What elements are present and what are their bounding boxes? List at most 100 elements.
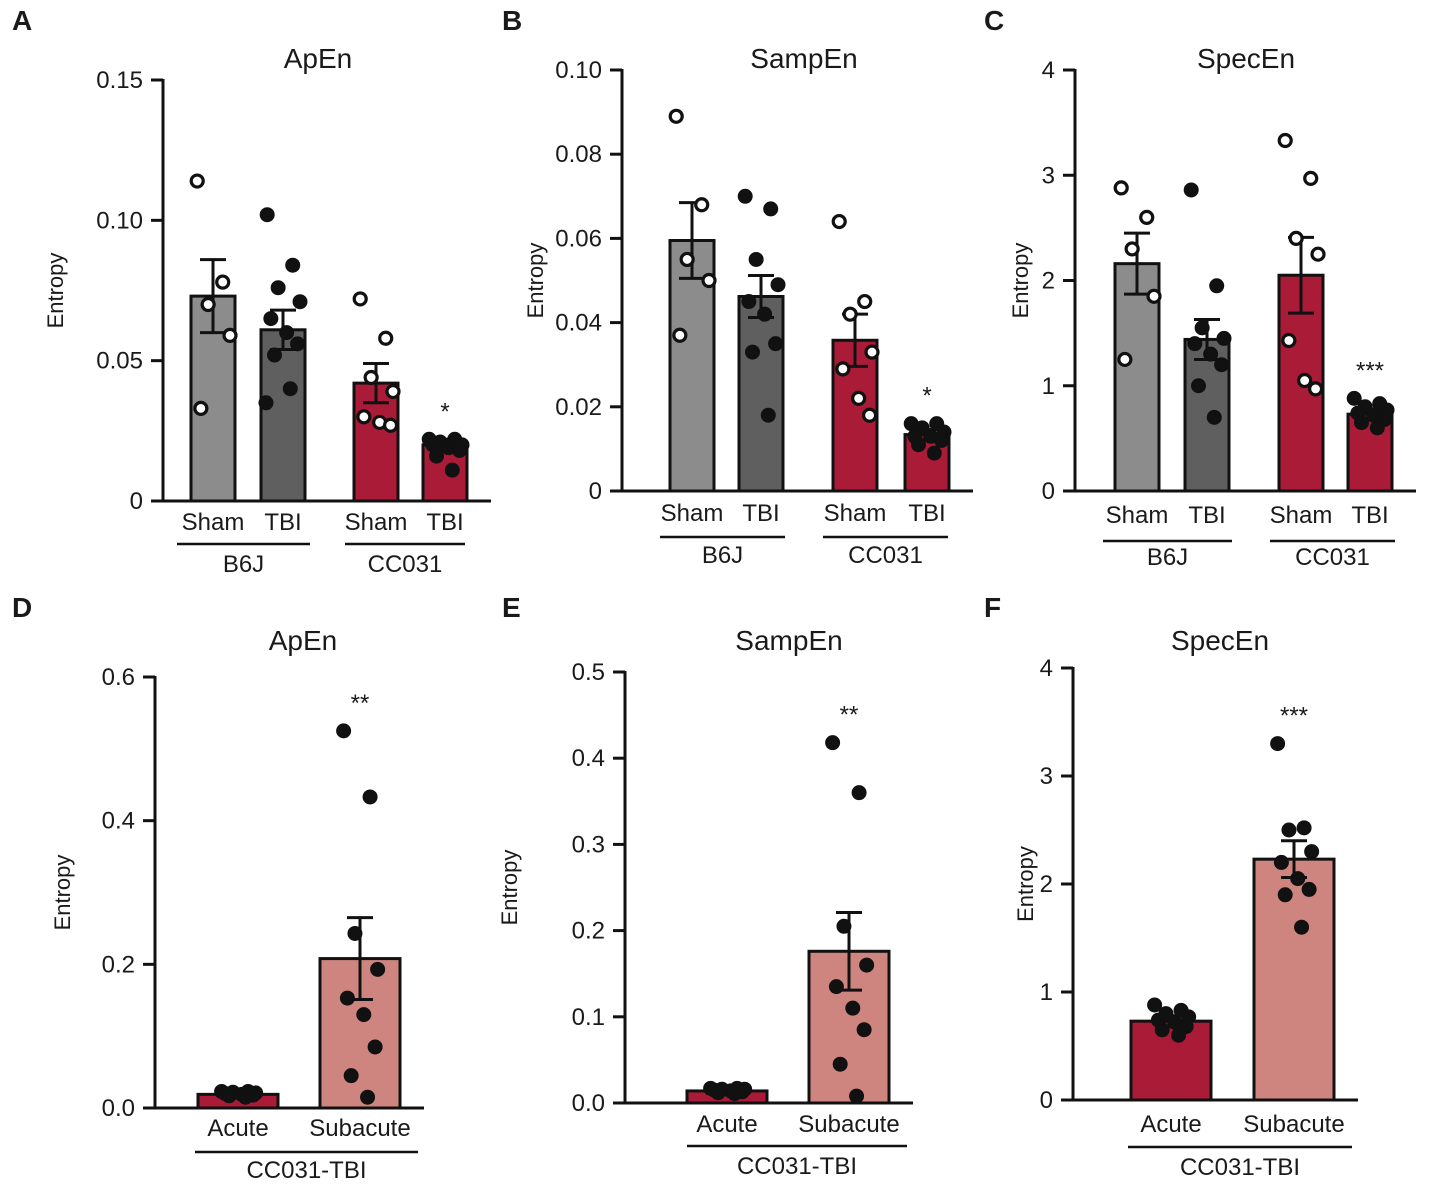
- data-point: [710, 1085, 726, 1101]
- x-tick-label: Acute: [696, 1111, 757, 1138]
- data-point: [189, 173, 205, 189]
- data-point: [1297, 372, 1313, 389]
- data-point: [744, 344, 760, 360]
- y-tick-label: 0.0: [102, 1095, 135, 1122]
- data-point: [370, 961, 386, 977]
- chart-title: SampEn: [735, 625, 842, 656]
- chart-panel-d: D ApEn Entropy 0.0 0.2 0.4 0.6 Acute Subacute CC0…: [12, 592, 424, 1184]
- data-point: [1113, 180, 1129, 196]
- data-point: [1203, 346, 1219, 362]
- y-tick-label: 0.06: [555, 225, 602, 252]
- data-point: [672, 327, 688, 343]
- data-point: [270, 280, 286, 296]
- data-point: [1304, 844, 1320, 860]
- data-point: [378, 330, 394, 346]
- y-tick-label: 1: [1040, 979, 1053, 1006]
- data-point: [356, 409, 372, 425]
- x-tick-label: TBI: [1188, 502, 1225, 529]
- group-label: CC031-TBI: [246, 1157, 366, 1184]
- data-point: [285, 257, 301, 273]
- data-point: [1369, 420, 1385, 436]
- significance-marker: *: [440, 398, 449, 425]
- data-point: [828, 979, 844, 995]
- data-point: [1353, 415, 1369, 431]
- data-point: [1288, 230, 1304, 246]
- data-point: [290, 336, 306, 352]
- y-tick-label: 0.2: [102, 951, 135, 978]
- data-point: [1139, 209, 1155, 225]
- y-tick-label: 3: [1040, 763, 1053, 790]
- chart-panel-b: B SampEn Entropy 0 0.02 0.04 0.06 0.08 0.10 Sham T…: [502, 5, 973, 569]
- panel-letter: D: [12, 592, 32, 623]
- data-point: [1273, 854, 1289, 870]
- data-point: [1301, 881, 1317, 897]
- x-tick-label: TBI: [742, 500, 779, 527]
- y-axis-label: Entropy: [1008, 243, 1033, 319]
- data-point: [385, 383, 401, 400]
- group-label: B6J: [1147, 544, 1188, 571]
- data-point: [864, 344, 880, 360]
- y-tick-label: 2: [1040, 871, 1053, 898]
- group-label: CC031: [1295, 544, 1370, 571]
- data-point: [1290, 871, 1306, 887]
- data-point: [1214, 357, 1230, 373]
- data-point: [825, 735, 841, 751]
- data-point: [221, 1088, 237, 1104]
- y-axis-label: Entropy: [523, 243, 548, 319]
- data-point: [926, 445, 942, 461]
- group-label: B6J: [702, 542, 743, 569]
- data-point: [741, 294, 757, 310]
- data-point: [339, 990, 355, 1006]
- data-point: [859, 957, 875, 973]
- x-tick-label: TBI: [908, 500, 945, 527]
- data-point: [1303, 170, 1319, 187]
- data-point: [1270, 736, 1286, 752]
- data-point: [1190, 378, 1206, 394]
- y-tick-label: 0.1: [572, 1004, 605, 1031]
- x-tick-label: Sham: [661, 500, 724, 527]
- y-tick-label: 0.4: [572, 745, 605, 772]
- x-tick-label: Sham: [1106, 502, 1169, 529]
- y-tick-label: 0.04: [555, 310, 602, 337]
- data-point: [835, 361, 851, 377]
- data-point: [861, 407, 878, 423]
- y-tick-label: 0.0: [572, 1090, 605, 1117]
- data-point: [1294, 919, 1310, 935]
- data-point: [1154, 1022, 1170, 1038]
- data-point: [770, 277, 786, 293]
- data-point: [1183, 182, 1199, 198]
- data-point: [215, 274, 231, 290]
- y-tick-label: 0: [589, 478, 602, 505]
- data-point: [737, 188, 753, 204]
- data-point: [836, 918, 852, 934]
- y-tick-label: 0.5: [572, 659, 605, 686]
- data-point: [444, 462, 460, 478]
- group-label: CC031: [368, 551, 443, 578]
- data-point: [222, 327, 238, 344]
- data-point: [200, 296, 216, 313]
- x-tick-label: Acute: [207, 1115, 268, 1142]
- data-point: [1281, 332, 1297, 349]
- data-point: [1117, 351, 1133, 368]
- data-point: [352, 291, 368, 307]
- bar-2: [1252, 857, 1336, 1102]
- data-point: [292, 294, 308, 310]
- data-point: [1296, 820, 1312, 836]
- x-tick-label: Subacute: [798, 1111, 899, 1138]
- data-point: [382, 417, 399, 433]
- x-tick-label: Acute: [1140, 1111, 1201, 1138]
- data-point: [367, 1039, 383, 1055]
- x-tick-label: Sham: [345, 509, 408, 536]
- panel-letter: F: [984, 592, 1001, 623]
- data-point: [842, 306, 858, 322]
- data-point: [701, 272, 717, 289]
- y-tick-label: 0.08: [555, 141, 602, 168]
- chart-title: ApEn: [284, 43, 353, 74]
- y-tick-label: 4: [1042, 57, 1055, 84]
- data-point: [1206, 409, 1222, 425]
- bar-1: [1129, 1019, 1213, 1102]
- significance-marker: *: [922, 383, 931, 410]
